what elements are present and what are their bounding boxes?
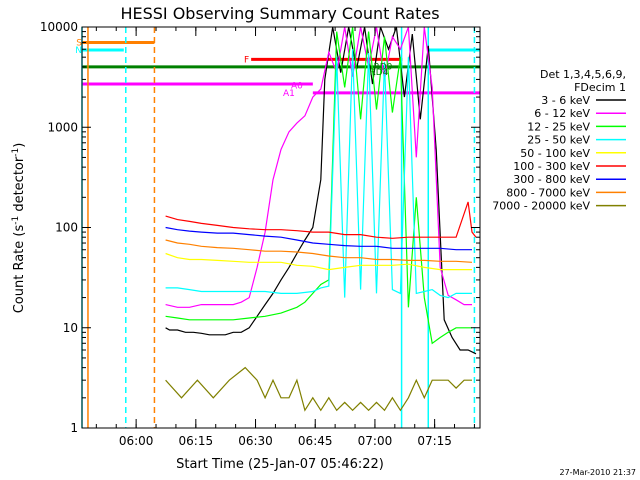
y-tick-label: 10000 xyxy=(40,20,78,34)
y-tick-label: 1000 xyxy=(47,120,78,134)
x-tick-label: 06:30 xyxy=(238,434,273,448)
legend-label: 6 - 12 keV xyxy=(534,107,590,120)
chart-title: HESSI Observing Summary Count Rates xyxy=(120,4,439,23)
y-tick-label: 100 xyxy=(55,221,78,235)
legend-label: 50 - 100 keV xyxy=(520,147,590,160)
annotation-label: A1 xyxy=(283,89,295,99)
series-line xyxy=(165,226,472,251)
annotation-label: RD4 xyxy=(370,68,389,78)
y-axis-title-sup: -1 xyxy=(11,216,21,225)
y-axis-title-part: ) xyxy=(12,143,27,148)
legend-label: 800 - 7000 keV xyxy=(506,186,590,199)
x-axis-title: Start Time (25-Jan-07 05:46:22) xyxy=(176,457,384,472)
legend-header: FDecim 1 xyxy=(574,81,626,94)
annotation-label: S xyxy=(76,39,82,49)
y-axis-title-sup: -1 xyxy=(11,148,21,157)
annotation-label: N xyxy=(75,46,82,56)
x-tick-label: 06:15 xyxy=(179,434,214,448)
y-axis-title-part: Count Rate (s xyxy=(12,225,27,314)
legend-label: 12 - 25 keV xyxy=(527,120,590,133)
legend-header: Det 1,3,4,5,6,9, xyxy=(540,68,626,81)
x-tick-label: 07:15 xyxy=(417,434,452,448)
legend-label: 7000 - 20000 keV xyxy=(492,200,590,213)
annotation-label: RD0 xyxy=(374,62,393,72)
series-line xyxy=(165,27,477,355)
series-line xyxy=(165,201,477,239)
series-line xyxy=(165,49,472,299)
y-tick-label: 1 xyxy=(70,421,78,435)
timestamp: 27-Mar-2010 21:37 xyxy=(560,468,637,477)
legend-label: 300 - 800 keV xyxy=(513,173,590,186)
series-line xyxy=(165,366,472,412)
series-line xyxy=(165,27,472,345)
series-line xyxy=(165,27,472,308)
x-tick-label: 06:45 xyxy=(298,434,333,448)
legend-label: 3 - 6 keV xyxy=(541,94,590,107)
x-tick-label: 06:00 xyxy=(119,434,154,448)
series-line xyxy=(165,239,473,263)
x-tick-label: 07:00 xyxy=(358,434,393,448)
annotation-label: F xyxy=(244,55,249,65)
legend-label: 25 - 50 keV xyxy=(527,134,590,147)
legend-label: 100 - 300 keV xyxy=(513,160,590,173)
y-axis-title-part: detector xyxy=(12,156,27,216)
y-axis-title: Count Rate (s-1 detector-1) xyxy=(11,143,27,314)
y-tick-label: 10 xyxy=(63,321,78,335)
annotation-label: A0 xyxy=(291,82,303,92)
series-line xyxy=(165,252,472,271)
